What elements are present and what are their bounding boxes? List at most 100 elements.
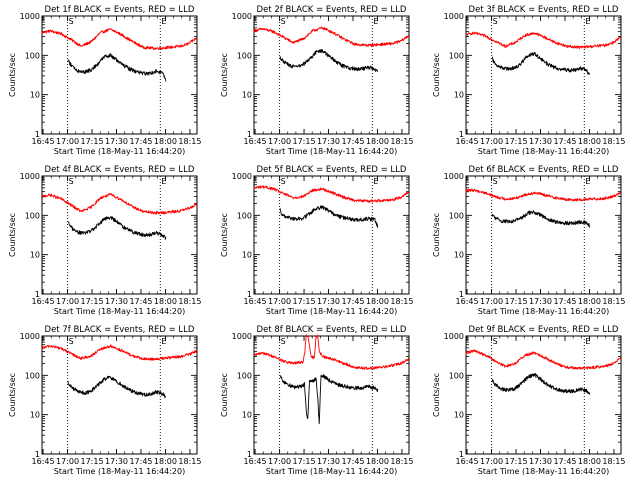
series-events [279, 205, 379, 228]
panel-title: Det 4f BLACK = Events, RED = LLD [45, 165, 195, 175]
x-tick-label: 17:30 [529, 297, 552, 306]
panel-6: Det 6f BLACK = Events, RED = LLD 1 10 100 10… [432, 165, 625, 316]
y-tick-label: 1000 [444, 12, 464, 21]
x-tick-label: 17:00 [480, 137, 503, 146]
y-tick-label: 1 [247, 450, 252, 459]
y-tick-label: 1 [247, 290, 252, 299]
marker-label-E: E [585, 337, 590, 346]
marker-label-E: E [373, 337, 378, 346]
x-tick-label: 18:00 [366, 457, 389, 466]
x-tick-label: 17:00 [56, 457, 79, 466]
plot-frame [41, 175, 198, 295]
y-axis-label: Counts/sec [220, 213, 229, 257]
x-axis-label: Start Time (18-May-11 16:44:20) [478, 147, 609, 156]
x-axis-label: Start Time (18-May-11 16:44:20) [54, 147, 185, 156]
y-tick-label: 100 [449, 371, 464, 380]
y-tick-label: 1000 [232, 172, 252, 181]
x-tick-label: 17:45 [553, 297, 576, 306]
y-tick-label: 1 [35, 450, 40, 459]
marker-label-E: E [161, 17, 166, 26]
series-lld [41, 344, 198, 361]
series-events [492, 51, 591, 75]
marker-label-S: S [69, 17, 74, 26]
x-tick-label: 18:15 [178, 457, 201, 466]
y-tick-label: 1 [247, 130, 252, 139]
panel-title: Det 5f BLACK = Events, RED = LLD [257, 165, 407, 175]
marker-label-S: S [69, 177, 74, 186]
marker-label-S: S [493, 337, 498, 346]
marker-label-E: E [585, 177, 590, 186]
x-tick-label: 17:15 [505, 137, 528, 146]
x-tick-label: 17:30 [317, 297, 340, 306]
marker-label-S: S [281, 17, 286, 26]
y-tick-label: 10 [454, 251, 464, 260]
y-tick-label: 1 [35, 130, 40, 139]
x-tick-label: 18:00 [154, 457, 177, 466]
plot-frame [465, 175, 622, 295]
x-tick-label: 16:45 [244, 457, 267, 466]
y-tick-label: 100 [237, 51, 252, 60]
x-tick-label: 17:00 [56, 297, 79, 306]
series-events [279, 373, 379, 425]
y-tick-label: 10 [30, 411, 40, 420]
panel-title: Det 1f BLACK = Events, RED = LLD [45, 5, 195, 15]
series-lld [465, 349, 622, 370]
marker-label-S: S [493, 177, 498, 186]
y-tick-label: 100 [25, 211, 40, 220]
marker-label-E: E [373, 17, 378, 26]
x-tick-label: 16:45 [244, 137, 267, 146]
x-tick-label: 16:45 [32, 457, 55, 466]
y-tick-label: 1 [35, 290, 40, 299]
x-axis-label: Start Time (18-May-11 16:44:20) [54, 467, 185, 476]
y-tick-label: 100 [237, 371, 252, 380]
x-tick-label: 18:00 [366, 297, 389, 306]
x-tick-label: 17:00 [480, 297, 503, 306]
x-tick-label: 17:00 [56, 137, 79, 146]
series-events [67, 375, 166, 399]
y-axis-label: Counts/sec [8, 373, 17, 417]
x-tick-label: 18:15 [602, 137, 625, 146]
x-tick-label: 17:45 [341, 137, 364, 146]
x-tick-label: 17:15 [81, 457, 104, 466]
panel-2: Det 2f BLACK = Events, RED = LLD 1 10 100 10… [220, 5, 413, 156]
y-tick-label: 100 [25, 371, 40, 380]
panel-3: Det 3f BLACK = Events, RED = LLD 1 10 100 10… [432, 5, 625, 156]
marker-label-S: S [281, 337, 286, 346]
x-tick-label: 17:15 [293, 137, 316, 146]
y-tick-label: 1000 [20, 12, 40, 21]
series-lld [253, 334, 410, 370]
x-axis-label: Start Time (18-May-11 16:44:20) [266, 467, 397, 476]
y-tick-label: 1 [459, 290, 464, 299]
x-tick-label: 18:00 [366, 137, 389, 146]
x-tick-label: 18:00 [578, 137, 601, 146]
y-tick-label: 1000 [444, 172, 464, 181]
x-tick-label: 17:45 [129, 137, 152, 146]
y-tick-label: 1000 [20, 332, 40, 341]
y-tick-label: 10 [242, 411, 252, 420]
panel-8: Det 8f BLACK = Events, RED = LLD 1 10 100 10… [220, 325, 413, 476]
x-tick-label: 18:15 [390, 297, 413, 306]
y-tick-label: 10 [30, 251, 40, 260]
y-axis-label: Counts/sec [220, 53, 229, 97]
x-tick-label: 17:45 [129, 297, 152, 306]
y-tick-label: 1 [459, 130, 464, 139]
marker-label-E: E [585, 17, 590, 26]
x-axis-label: Start Time (18-May-11 16:44:20) [478, 307, 609, 316]
panel-5: Det 5f BLACK = Events, RED = LLD 1 10 100 10… [220, 165, 413, 316]
x-tick-label: 18:00 [578, 297, 601, 306]
x-axis-label: Start Time (18-May-11 16:44:20) [266, 147, 397, 156]
x-tick-label: 16:45 [456, 137, 479, 146]
series-events [491, 210, 591, 228]
x-tick-label: 17:30 [105, 457, 128, 466]
panel-title: Det 3f BLACK = Events, RED = LLD [469, 5, 619, 15]
x-tick-label: 17:00 [268, 297, 291, 306]
plot-frame [41, 15, 198, 135]
y-tick-label: 10 [30, 91, 40, 100]
y-tick-label: 1000 [232, 12, 252, 21]
x-tick-label: 17:15 [293, 457, 316, 466]
x-tick-label: 18:00 [154, 137, 177, 146]
y-axis-label: Counts/sec [8, 213, 17, 257]
series-lld [41, 193, 197, 215]
panel-1: Det 1f BLACK = Events, RED = LLD 1 10 100 10… [8, 5, 201, 156]
